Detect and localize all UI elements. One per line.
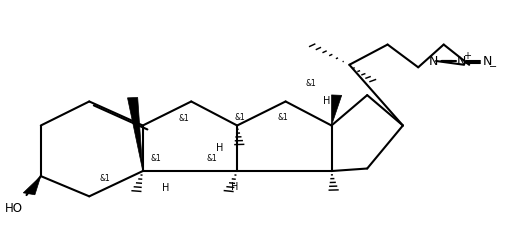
Text: &1: &1 [99, 173, 110, 182]
Polygon shape [23, 176, 41, 195]
Text: H: H [215, 142, 222, 152]
Text: H: H [322, 96, 329, 106]
Text: H: H [231, 181, 238, 192]
Text: −: − [488, 62, 496, 72]
Text: &1: &1 [277, 113, 288, 122]
Polygon shape [331, 96, 341, 126]
Text: &1: &1 [178, 114, 189, 123]
Text: &1: &1 [206, 153, 217, 162]
Text: N: N [428, 55, 437, 68]
Text: &1: &1 [150, 153, 161, 162]
Polygon shape [127, 98, 143, 171]
Text: H: H [162, 183, 169, 193]
Text: &1: &1 [234, 113, 245, 122]
Text: HO: HO [5, 201, 23, 214]
Text: N: N [482, 55, 491, 68]
Text: +: + [462, 50, 470, 60]
Text: &1: &1 [305, 79, 316, 88]
Text: N: N [456, 55, 465, 68]
